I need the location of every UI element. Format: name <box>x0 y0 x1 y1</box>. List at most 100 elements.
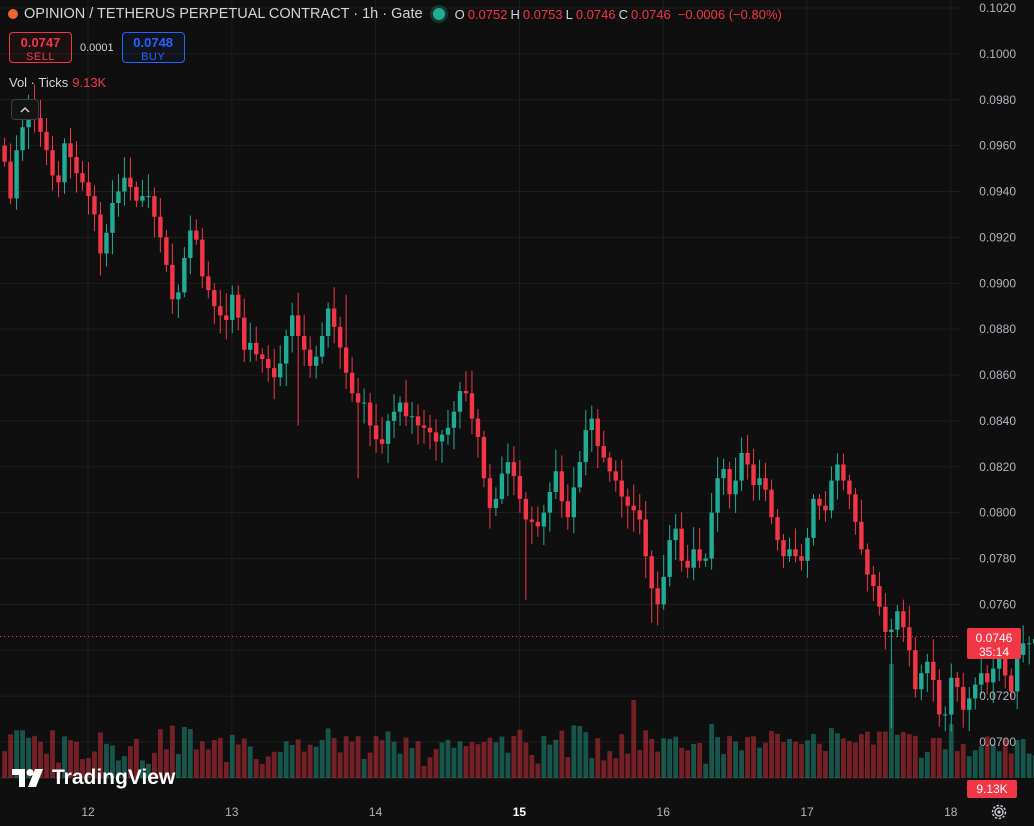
candle-body <box>547 491 553 513</box>
time-axis[interactable]: 12 13 14 15 16 17 18 <box>81 805 957 819</box>
candle-body <box>961 686 966 710</box>
volume-bar <box>475 744 481 778</box>
price-tick-label: 0.0720 <box>979 689 1016 703</box>
time-tick-label: 13 <box>225 805 239 819</box>
volume-bar <box>709 723 715 778</box>
candle-body <box>577 462 582 488</box>
volume-bar <box>960 743 966 778</box>
volume-bar <box>128 746 133 778</box>
ohlc-high: 0.0753 <box>522 6 563 22</box>
volume-bar <box>811 734 816 778</box>
volume-bar <box>841 738 846 778</box>
volume-bar <box>151 752 157 778</box>
candle-body <box>289 315 295 337</box>
candle-body <box>445 427 451 435</box>
symbol-title[interactable]: OPINION / TETHERUS PERPETUAL CONTRACT · … <box>24 6 423 22</box>
candle-body <box>655 588 660 605</box>
volume-bar <box>337 752 343 778</box>
volume-bar <box>193 749 199 778</box>
volume-bar <box>829 728 834 778</box>
candle-body <box>715 478 720 513</box>
collapse-legend-button[interactable] <box>11 99 39 120</box>
candle-body <box>469 393 475 419</box>
candle-body <box>355 393 361 403</box>
volume-bar <box>631 700 637 778</box>
volume-bar <box>870 744 876 778</box>
candle-body <box>86 182 91 197</box>
volume-bar <box>181 726 187 778</box>
candle-body <box>170 264 175 300</box>
price-tick-label: 0.0780 <box>979 552 1016 566</box>
candle-body <box>541 512 547 527</box>
candle-body <box>1032 638 1034 644</box>
candle-body <box>379 439 385 444</box>
candle-body <box>361 402 367 404</box>
volume-bar <box>481 741 487 778</box>
candle-body <box>613 471 618 481</box>
trade-buttons: 0.0747 SELL 0.0001 0.0748 BUY <box>9 32 185 63</box>
candle-body <box>134 186 139 201</box>
candle-body <box>799 556 804 561</box>
candle-body <box>242 317 247 350</box>
gear-icon[interactable] <box>990 803 1008 821</box>
candle-body <box>44 131 49 151</box>
volume-bar <box>2 751 7 778</box>
ohlc-low-key: L <box>565 6 573 22</box>
candle-body <box>8 161 13 199</box>
volume-bar <box>876 731 882 778</box>
volume-bar <box>499 736 505 778</box>
axis-tags: 0.0746 35:14 9.13K <box>967 628 1021 798</box>
volume-bar <box>187 728 193 778</box>
volume-bar <box>882 731 888 778</box>
volume-bar <box>739 750 744 778</box>
candle-body <box>194 230 199 240</box>
price-axis[interactable]: 0.1020 0.1000 0.0980 0.0960 0.0940 0.0920 0.09… <box>979 1 1016 749</box>
ohlc-change: −0.0006 (−0.80%) <box>677 6 782 22</box>
volume-bar <box>601 760 607 778</box>
volume-bar <box>835 733 840 778</box>
time-tick-label: 17 <box>800 805 814 819</box>
candle-body <box>619 480 624 497</box>
volume-bar <box>289 744 295 778</box>
candle-body <box>337 326 343 348</box>
candle-body <box>781 540 786 557</box>
volume-bar <box>535 763 541 778</box>
last-price-tag <box>967 628 1021 659</box>
candle-body <box>865 549 870 575</box>
sell-button[interactable]: 0.0747 SELL <box>9 32 72 63</box>
candle-body <box>188 230 193 259</box>
candle-body <box>1014 654 1020 692</box>
candle-body <box>457 391 463 412</box>
volume-bar <box>74 741 79 778</box>
volume-bar <box>349 741 355 778</box>
candle-body <box>721 469 726 479</box>
volume-bar <box>385 731 391 778</box>
volume-bar <box>397 753 403 778</box>
candle-body <box>104 232 109 254</box>
volume-bar <box>727 735 732 778</box>
candle-body <box>295 315 301 337</box>
candle-body <box>733 480 738 495</box>
candle-body <box>20 127 25 151</box>
volume-bar <box>217 738 223 778</box>
volume-bar <box>805 740 810 778</box>
volume-bar <box>98 732 103 778</box>
volume-bar <box>331 738 337 778</box>
candle-body <box>901 611 906 628</box>
volume-label: Vol · Ticks <box>9 75 69 90</box>
candle-body <box>931 661 936 681</box>
volume-bar <box>553 739 559 778</box>
sell-label: SELL <box>26 51 55 63</box>
volume-bar <box>367 752 373 778</box>
candle-body <box>493 498 499 509</box>
candle-body <box>481 436 487 479</box>
volume-bar <box>936 737 942 778</box>
buy-button[interactable]: 0.0748 BUY <box>121 32 185 63</box>
ohlc-high-key: H <box>510 6 520 22</box>
candle-body <box>793 549 798 557</box>
volume-legend[interactable]: Vol · Ticks 9.13K <box>9 75 106 90</box>
volume-bar <box>259 764 265 778</box>
price-tick-label: 0.0940 <box>979 185 1016 199</box>
volume-bar <box>157 729 163 778</box>
